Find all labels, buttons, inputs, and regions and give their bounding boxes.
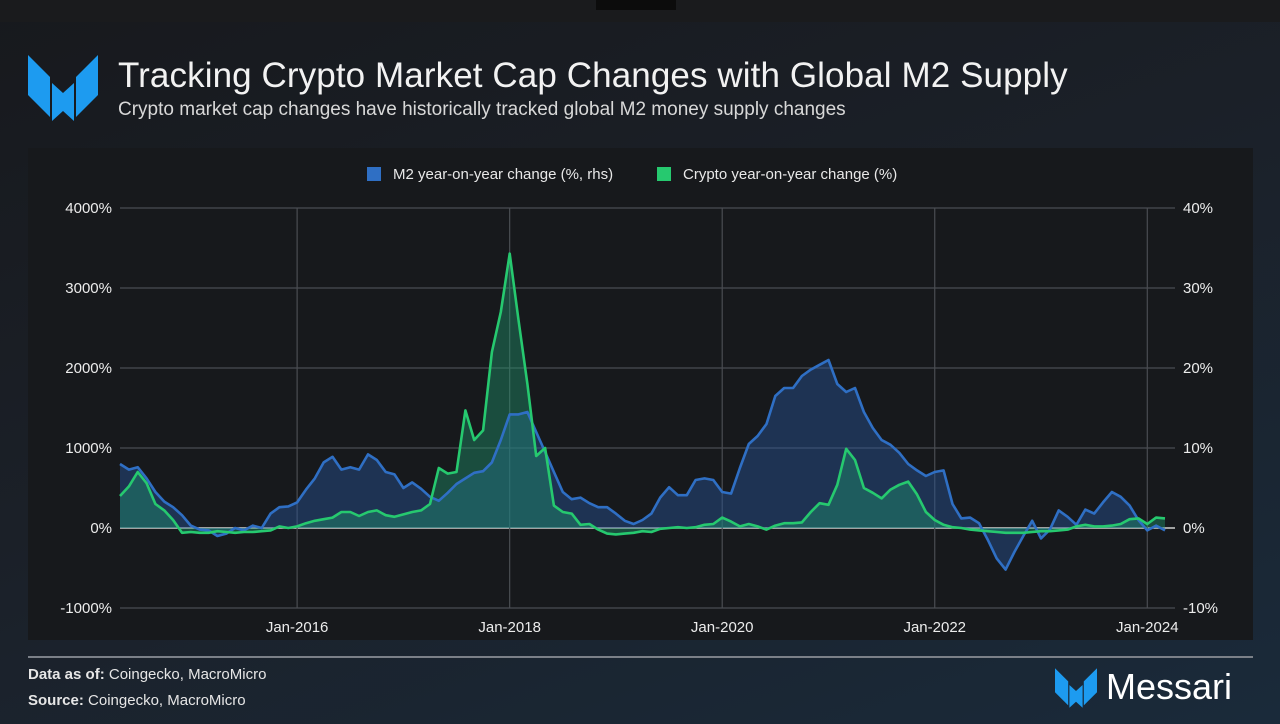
y-left-tick-label: 4000% bbox=[65, 200, 112, 217]
legend-swatch-m2 bbox=[367, 167, 381, 181]
data-as-of: Data as of: Coingecko, MacroMicro bbox=[28, 666, 266, 683]
y-left-tick-label: 2000% bbox=[65, 360, 112, 377]
chart-subtitle: Crypto market cap changes have historica… bbox=[118, 99, 846, 120]
source: Source: Coingecko, MacroMicro bbox=[28, 692, 246, 709]
legend: M2 year-on-year change (%, rhs) Crypto y… bbox=[367, 166, 897, 183]
series-lines bbox=[119, 252, 1166, 571]
y-left-tick-label: 3000% bbox=[65, 280, 112, 297]
x-tick-label: Jan-2022 bbox=[903, 619, 966, 636]
data-as-of-value: Coingecko, MacroMicro bbox=[108, 666, 267, 683]
y-right-tick-label: 40% bbox=[1183, 200, 1213, 217]
area-crypto bbox=[120, 253, 1165, 535]
legend-label-m2: M2 year-on-year change (%, rhs) bbox=[393, 166, 613, 183]
x-tick-label: Jan-2024 bbox=[1116, 619, 1179, 636]
y-right-tick-label: -10% bbox=[1183, 600, 1218, 617]
line-crypto bbox=[119, 252, 1166, 536]
y-left-tick-label: -1000% bbox=[60, 600, 112, 617]
chart-container: M2 year-on-year change (%, rhs) Crypto y… bbox=[28, 148, 1253, 640]
data-as-of-label: Data as of: bbox=[28, 666, 105, 683]
legend-label-crypto: Crypto year-on-year change (%) bbox=[683, 166, 897, 183]
y-right-tick-label: 10% bbox=[1183, 440, 1213, 457]
y-right-tick-label: 30% bbox=[1183, 280, 1213, 297]
messari-brand-logo-icon bbox=[1055, 668, 1097, 708]
footer-divider bbox=[28, 656, 1253, 658]
window-top-bar bbox=[0, 0, 1280, 22]
source-value: Coingecko, MacroMicro bbox=[88, 692, 246, 709]
area-m2 bbox=[120, 360, 1165, 570]
grid bbox=[120, 207, 1175, 609]
x-tick-label: Jan-2020 bbox=[691, 619, 754, 636]
top-bar-element bbox=[596, 0, 676, 10]
axes: 4000% 3000% 2000% 1000% 0% -1000% 40% 30% 20% 10%… bbox=[60, 200, 1218, 636]
chart-svg: M2 year-on-year change (%, rhs) Crypto y… bbox=[60, 166, 1218, 636]
source-label: Source: bbox=[28, 692, 84, 709]
y-right-tick-label: 0% bbox=[1183, 520, 1205, 537]
messari-logo-icon bbox=[28, 55, 98, 121]
x-tick-label: Jan-2018 bbox=[478, 619, 541, 636]
y-left-tick-label: 1000% bbox=[65, 440, 112, 457]
brand-name: Messari bbox=[1106, 666, 1233, 707]
line-m2 bbox=[119, 358, 1166, 571]
legend-swatch-crypto bbox=[657, 167, 671, 181]
x-tick-label: Jan-2016 bbox=[266, 619, 329, 636]
series-areas bbox=[120, 253, 1165, 570]
y-left-tick-label: 0% bbox=[90, 520, 112, 537]
y-right-tick-label: 20% bbox=[1183, 360, 1213, 377]
chart-title: Tracking Crypto Market Cap Changes with … bbox=[118, 56, 1068, 95]
